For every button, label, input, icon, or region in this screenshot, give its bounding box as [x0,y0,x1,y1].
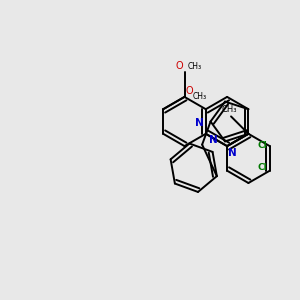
Text: CH₃: CH₃ [188,61,202,70]
Text: O: O [176,61,183,70]
Text: N: N [195,118,204,128]
Text: N: N [209,135,218,145]
Text: CH₃: CH₃ [222,105,237,114]
Text: CH₃: CH₃ [193,92,207,101]
Text: Cl: Cl [258,141,267,150]
Text: N: N [228,148,237,158]
Text: Cl: Cl [258,163,267,172]
Text: O: O [186,86,194,96]
